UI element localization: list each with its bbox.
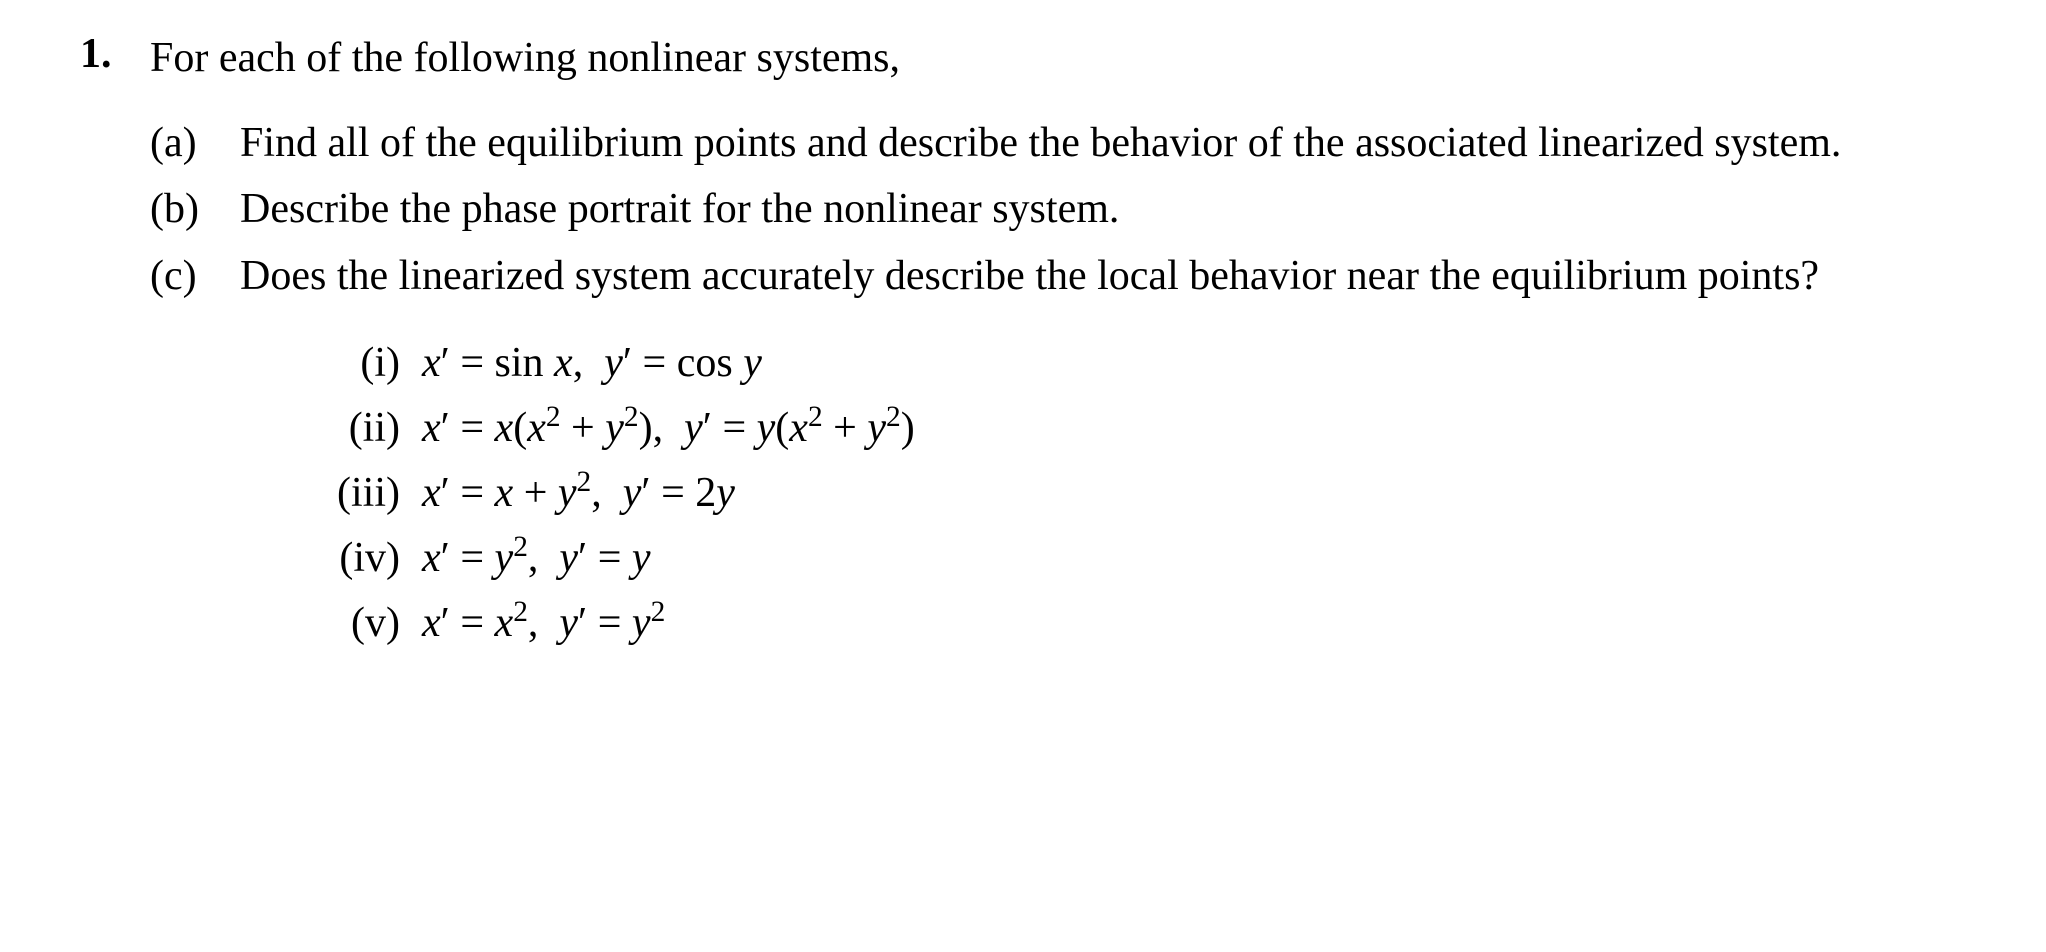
problem-block: 1. For each of the following nonlinear s… bbox=[80, 30, 1966, 656]
part-text: Does the linearized system accurately de… bbox=[240, 248, 1966, 305]
equation-item: (ii) x′ = x(x2 + y2), y′ = y(x2 + y2) bbox=[290, 396, 1966, 461]
problem-body: For each of the following nonlinear syst… bbox=[150, 30, 1966, 656]
equation-item: (v) x′ = x2, y′ = y2 bbox=[290, 591, 1966, 656]
equation-label: (ii) bbox=[290, 396, 422, 461]
equations-list: (i) x′ = sin x, y′ = cos y (ii) x′ = x(x… bbox=[150, 331, 1966, 656]
equation-label: (v) bbox=[290, 591, 422, 656]
part-item: (b) Describe the phase portrait for the … bbox=[150, 181, 1966, 238]
part-text: Find all of the equilibrium points and d… bbox=[240, 115, 1966, 172]
part-text: Describe the phase portrait for the nonl… bbox=[240, 181, 1966, 238]
part-label: (b) bbox=[150, 181, 240, 238]
equation-label: (i) bbox=[290, 331, 422, 396]
part-label: (c) bbox=[150, 248, 240, 305]
parts-list: (a) Find all of the equilibrium points a… bbox=[150, 115, 1966, 305]
page: 1. For each of the following nonlinear s… bbox=[0, 0, 2046, 952]
equation-math: x′ = x(x2 + y2), y′ = y(x2 + y2) bbox=[422, 396, 915, 461]
problem-number: 1. bbox=[80, 30, 150, 78]
part-item: (a) Find all of the equilibrium points a… bbox=[150, 115, 1966, 172]
equation-label: (iii) bbox=[290, 461, 422, 526]
problem-intro: For each of the following nonlinear syst… bbox=[150, 30, 1966, 87]
equation-item: (i) x′ = sin x, y′ = cos y bbox=[290, 331, 1966, 396]
equation-math: x′ = x + y2, y′ = 2y bbox=[422, 461, 735, 526]
equation-math: x′ = x2, y′ = y2 bbox=[422, 591, 665, 656]
part-item: (c) Does the linearized system accuratel… bbox=[150, 248, 1966, 305]
part-label: (a) bbox=[150, 115, 240, 172]
equation-label: (iv) bbox=[290, 526, 422, 591]
equation-math: x′ = y2, y′ = y bbox=[422, 526, 651, 591]
equation-item: (iii) x′ = x + y2, y′ = 2y bbox=[290, 461, 1966, 526]
equation-math: x′ = sin x, y′ = cos y bbox=[422, 331, 762, 396]
equation-item: (iv) x′ = y2, y′ = y bbox=[290, 526, 1966, 591]
